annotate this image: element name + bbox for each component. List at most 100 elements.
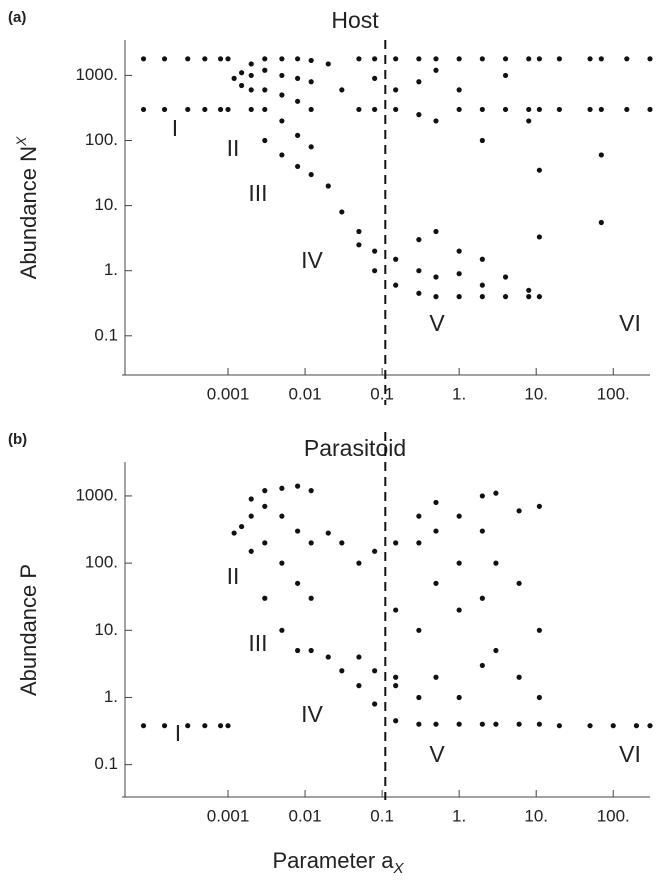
data-point — [238, 70, 245, 76]
data-point — [416, 79, 422, 85]
data-point — [479, 595, 485, 601]
data-point — [479, 56, 485, 62]
data-point — [393, 87, 399, 93]
data-point — [456, 694, 462, 701]
data-point — [479, 106, 485, 113]
data-point — [433, 528, 439, 534]
data-point — [393, 282, 399, 288]
y-axis-label: Abundance NX — [13, 136, 41, 279]
data-point — [516, 721, 522, 727]
data-point — [526, 287, 532, 293]
x-tick-label: 1. — [452, 384, 466, 403]
data-point — [248, 513, 254, 519]
y-tick-label: 100. — [85, 553, 118, 572]
region-label: I — [172, 115, 178, 141]
data-point — [502, 56, 509, 62]
data-point — [456, 56, 462, 62]
region-label: VI — [619, 310, 641, 336]
data-point — [598, 56, 604, 62]
data-point — [238, 523, 245, 530]
data-point — [372, 668, 378, 674]
data-point — [502, 294, 509, 300]
data-point — [308, 171, 314, 178]
data-point — [526, 106, 532, 113]
x-tick-label: 0.001 — [207, 384, 250, 403]
data-point — [225, 56, 231, 62]
data-point — [372, 75, 378, 81]
data-point — [262, 56, 268, 62]
data-point — [416, 540, 422, 546]
data-point — [140, 106, 147, 113]
data-point — [536, 234, 542, 240]
x-tick-label: 10. — [524, 806, 548, 825]
region-label: II — [227, 563, 240, 589]
data-point — [393, 683, 399, 689]
data-point — [161, 106, 168, 113]
data-point — [308, 144, 314, 150]
data-point — [295, 647, 301, 654]
data-point — [393, 607, 399, 613]
y-tick-label: 10. — [94, 620, 118, 639]
y-label-sup: X — [13, 136, 29, 147]
data-point — [416, 56, 422, 62]
data-point — [356, 56, 362, 62]
y-tick-label: 1. — [104, 260, 118, 279]
data-point — [502, 106, 509, 113]
data-point — [308, 106, 314, 113]
data-point — [262, 503, 268, 509]
data-point — [587, 723, 593, 729]
data-point — [393, 674, 399, 680]
y-tick-label: 0.1 — [94, 325, 118, 344]
x-axis-label: Parameter aX — [272, 848, 404, 877]
data-point — [262, 595, 268, 601]
chart-title: Host — [331, 7, 379, 33]
data-point — [536, 294, 542, 300]
data-point — [433, 721, 439, 727]
data-point — [325, 61, 331, 67]
data-point — [456, 560, 462, 566]
data-point — [479, 137, 485, 144]
data-point — [308, 488, 314, 494]
data-point — [393, 56, 399, 62]
data-point — [536, 106, 542, 113]
region-label: II — [227, 135, 240, 161]
data-point — [295, 56, 301, 62]
data-point — [325, 530, 331, 536]
data-point — [502, 72, 509, 79]
y-tick-label: 1000. — [75, 485, 118, 504]
data-point — [587, 106, 593, 113]
data-point — [372, 701, 378, 707]
data-point — [339, 668, 345, 674]
data-point — [140, 723, 147, 729]
data-point — [217, 723, 224, 729]
data-point — [516, 508, 522, 514]
data-point — [279, 92, 285, 98]
data-point — [433, 294, 439, 300]
data-point — [493, 560, 499, 566]
data-point — [416, 721, 422, 727]
data-point — [231, 530, 237, 536]
data-point — [536, 627, 542, 633]
data-point — [536, 721, 542, 727]
y-label-text: Abundance N — [16, 146, 41, 279]
y-tick-label: 1000. — [75, 65, 118, 84]
data-point — [372, 268, 378, 274]
data-point — [262, 137, 268, 144]
data-point — [433, 118, 439, 124]
data-point — [339, 540, 345, 546]
data-point — [479, 256, 485, 262]
data-point — [308, 647, 314, 654]
data-point — [248, 72, 254, 79]
data-point — [624, 106, 630, 113]
data-point — [393, 106, 399, 113]
data-point — [356, 242, 362, 248]
data-point — [456, 106, 462, 113]
data-point — [372, 106, 378, 113]
data-point — [248, 87, 254, 93]
data-point — [295, 75, 301, 81]
y-tick-label: 100. — [85, 130, 118, 149]
x-tick-label: 10. — [524, 384, 548, 403]
data-point — [493, 647, 499, 654]
data-point — [416, 694, 422, 701]
x-label-sub: X — [393, 860, 405, 877]
